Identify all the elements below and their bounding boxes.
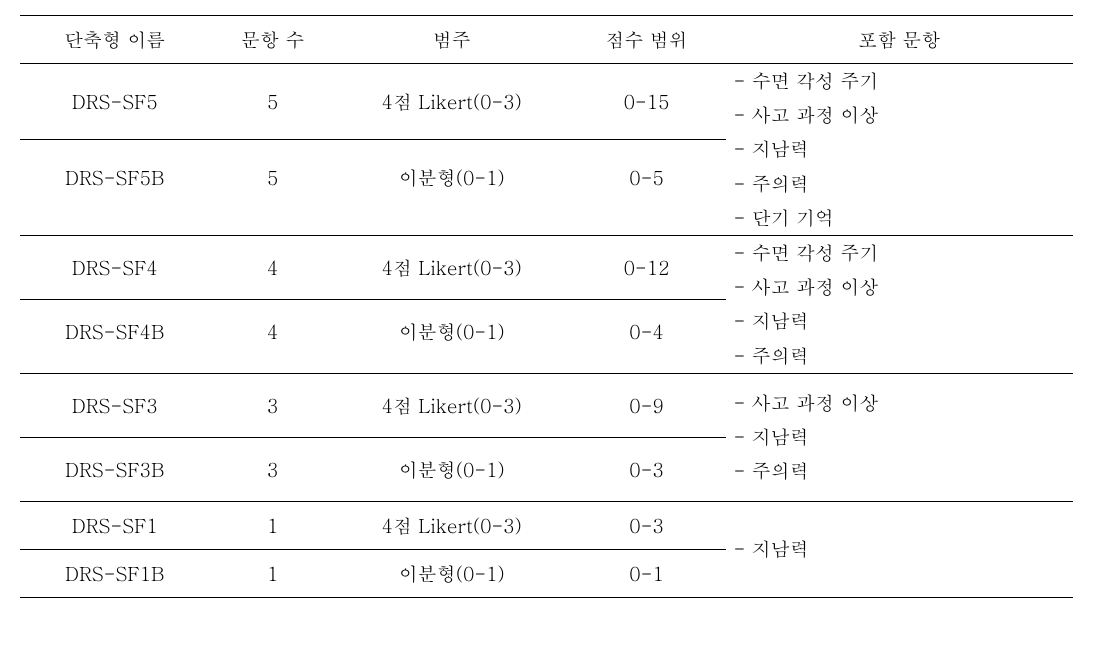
item-line: - 주의력 <box>734 454 879 488</box>
cell-name: DRS-SF1 <box>20 512 210 539</box>
cell-category: 이분형(0-1) <box>336 456 568 483</box>
items-list: - 수면 각성 주기- 사고 과정 이상- 지남력- 주의력- 단기 기억 <box>734 64 879 235</box>
table-row: DRS-SF3B3이분형(0-1)0-3 <box>20 438 726 501</box>
table-group: DRS-SF554점 Likert(0-3)0-15DRS-SF5B5이분형(0… <box>20 64 1073 236</box>
group-left: DRS-SF334점 Likert(0-3)0-9DRS-SF3B3이분형(0-… <box>20 374 726 501</box>
item-line: - 수면 각성 주기 <box>734 236 879 270</box>
item-line: - 지남력 <box>734 132 879 166</box>
cell-range: 0-3 <box>568 456 726 483</box>
item-line: - 지남력 <box>734 532 809 566</box>
table-group: DRS-SF114점 Likert(0-3)0-3DRS-SF1B1이분형(0-… <box>20 502 1073 598</box>
cell-range: 0-9 <box>568 392 726 419</box>
header-category: 범주 <box>336 26 568 53</box>
cell-count: 5 <box>210 88 336 115</box>
table-row: DRS-SF554점 Likert(0-3)0-15 <box>20 64 726 140</box>
cell-count: 3 <box>210 456 336 483</box>
table-group: DRS-SF444점 Likert(0-3)0-12DRS-SF4B4이분형(0… <box>20 236 1073 374</box>
drs-short-form-table: 단축형 이름 문항 수 범주 점수 범위 포함 문항 DRS-SF554점 Li… <box>20 15 1073 598</box>
item-line: - 단기 기억 <box>734 201 879 235</box>
cell-category: 4점 Likert(0-3) <box>336 88 568 115</box>
table-row: DRS-SF5B5이분형(0-1)0-5 <box>20 140 726 215</box>
items-list: - 지남력 <box>734 532 809 566</box>
items-list: - 사고 과정 이상- 지남력- 주의력 <box>734 386 879 489</box>
header-items: 포함 문항 <box>725 26 1072 53</box>
cell-name: DRS-SF3B <box>20 456 210 483</box>
cell-category: 4점 Likert(0-3) <box>336 392 568 419</box>
cell-range: 0-5 <box>568 164 726 191</box>
table-row: DRS-SF1B1이분형(0-1)0-1 <box>20 550 726 597</box>
cell-items: - 지남력 <box>726 502 1073 597</box>
cell-category: 이분형(0-1) <box>336 164 568 191</box>
table-row: DRS-SF334점 Likert(0-3)0-9 <box>20 374 726 438</box>
cell-count: 1 <box>210 512 336 539</box>
cell-range: 0-15 <box>568 88 726 115</box>
group-left: DRS-SF554점 Likert(0-3)0-15DRS-SF5B5이분형(0… <box>20 64 726 235</box>
item-line: - 수면 각성 주기 <box>734 64 879 98</box>
group-left: DRS-SF114점 Likert(0-3)0-3DRS-SF1B1이분형(0-… <box>20 502 726 597</box>
table-row: DRS-SF114점 Likert(0-3)0-3 <box>20 502 726 550</box>
cell-category: 이분형(0-1) <box>336 560 568 587</box>
cell-count: 4 <box>210 254 336 281</box>
cell-name: DRS-SF5 <box>20 88 210 115</box>
cell-range: 0-4 <box>568 318 726 345</box>
cell-name: DRS-SF3 <box>20 392 210 419</box>
header-range: 점수 범위 <box>568 26 726 53</box>
table-body: DRS-SF554점 Likert(0-3)0-15DRS-SF5B5이분형(0… <box>20 64 1073 598</box>
cell-count: 4 <box>210 318 336 345</box>
cell-range: 0-1 <box>568 560 726 587</box>
item-line: - 주의력 <box>734 167 879 201</box>
table-header-row: 단축형 이름 문항 수 범주 점수 범위 포함 문항 <box>20 15 1073 64</box>
cell-name: DRS-SF5B <box>20 164 210 191</box>
item-line: - 사고 과정 이상 <box>734 98 879 132</box>
cell-items: - 사고 과정 이상- 지남력- 주의력 <box>726 374 1073 501</box>
header-name: 단축형 이름 <box>20 26 210 53</box>
item-line: - 지남력 <box>734 420 879 454</box>
cell-range: 0-12 <box>568 254 726 281</box>
cell-items: - 수면 각성 주기- 사고 과정 이상- 지남력- 주의력 <box>726 236 1073 373</box>
cell-name: DRS-SF4B <box>20 318 210 345</box>
cell-category: 4점 Likert(0-3) <box>336 512 568 539</box>
table-row: DRS-SF4B4이분형(0-1)0-4 <box>20 300 726 363</box>
cell-range: 0-3 <box>568 512 726 539</box>
items-list: - 수면 각성 주기- 사고 과정 이상- 지남력- 주의력 <box>734 236 879 373</box>
group-left: DRS-SF444점 Likert(0-3)0-12DRS-SF4B4이분형(0… <box>20 236 726 373</box>
table-row: DRS-SF444점 Likert(0-3)0-12 <box>20 236 726 300</box>
cell-name: DRS-SF4 <box>20 254 210 281</box>
cell-name: DRS-SF1B <box>20 560 210 587</box>
item-line: - 사고 과정 이상 <box>734 270 879 304</box>
cell-count: 1 <box>210 560 336 587</box>
table-group: DRS-SF334점 Likert(0-3)0-9DRS-SF3B3이분형(0-… <box>20 374 1073 502</box>
header-count: 문항 수 <box>210 26 336 53</box>
item-line: - 주의력 <box>734 339 879 373</box>
cell-items: - 수면 각성 주기- 사고 과정 이상- 지남력- 주의력- 단기 기억 <box>726 64 1073 235</box>
item-line: - 사고 과정 이상 <box>734 386 879 420</box>
cell-count: 3 <box>210 392 336 419</box>
cell-category: 이분형(0-1) <box>336 318 568 345</box>
cell-category: 4점 Likert(0-3) <box>336 254 568 281</box>
item-line: - 지남력 <box>734 304 879 338</box>
cell-count: 5 <box>210 164 336 191</box>
